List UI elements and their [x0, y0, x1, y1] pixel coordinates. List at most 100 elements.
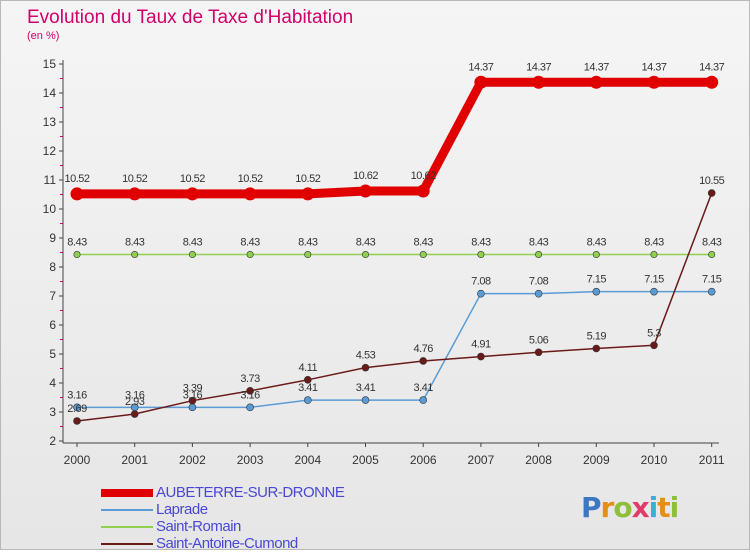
- chart-title: Evolution du Taux de Taxe d'Habitation: [27, 7, 354, 28]
- y-tick-label: 15: [43, 57, 57, 71]
- data-label-saint-antoine-cumond: 10.55: [699, 175, 724, 187]
- legend-label-saint-romain: Saint-Romain: [156, 518, 241, 535]
- data-label-aubeterre: 10.62: [353, 170, 378, 182]
- data-point-saint-romain: [477, 251, 485, 259]
- logo-letter: o: [613, 491, 632, 524]
- y-tick-label: 13: [43, 115, 57, 129]
- legend-swatch-aubeterre: [101, 489, 153, 497]
- data-point-saint-antoine-cumond: [303, 376, 312, 384]
- x-tick-label: 2005: [352, 453, 379, 467]
- data-point-saint-antoine-cumond: [188, 396, 197, 405]
- data-label-saint-romain: 8.43: [240, 237, 260, 249]
- data-label-laprade: 7.15: [587, 274, 607, 286]
- data-point-laprade: [246, 403, 254, 412]
- data-label-laprade: 7.08: [471, 276, 491, 288]
- data-label-saint-romain: 8.43: [529, 237, 549, 249]
- data-label-saint-antoine-cumond: 2.69: [67, 403, 87, 415]
- data-point-saint-romain: [246, 251, 254, 259]
- data-point-saint-romain: [419, 251, 427, 259]
- y-tick-label: 7: [49, 289, 56, 303]
- x-tick-label: 2011: [699, 453, 725, 467]
- data-point-laprade: [707, 287, 716, 296]
- data-point-aubeterre: [243, 187, 257, 201]
- legend-label-aubeterre: AUBETERRE-SUR-DRONNE: [156, 484, 345, 501]
- data-point-saint-romain: [188, 251, 196, 259]
- data-point-aubeterre: [647, 75, 661, 89]
- y-tick-label: 9: [49, 231, 56, 245]
- logo-letter: x: [631, 491, 650, 524]
- x-tick-label: 2006: [410, 453, 437, 467]
- data-point-saint-romain: [304, 251, 312, 259]
- legend-label-laprade: Laprade: [156, 501, 208, 518]
- logo-letter: P: [581, 491, 602, 524]
- data-label-aubeterre: 14.37: [526, 61, 551, 73]
- y-tick-label: 14: [43, 86, 57, 100]
- data-point-aubeterre: [532, 75, 546, 89]
- x-tick-label: 2008: [525, 453, 552, 467]
- data-point-saint-romain: [131, 251, 139, 259]
- data-point-saint-romain: [73, 251, 81, 259]
- data-point-saint-antoine-cumond: [477, 352, 485, 361]
- data-label-aubeterre: 10.52: [122, 173, 147, 185]
- logo-letter: t: [657, 491, 670, 524]
- data-point-aubeterre: [359, 184, 372, 198]
- proxiti-logo: Proxiti: [581, 491, 680, 524]
- data-point-saint-romain: [535, 251, 543, 259]
- data-label-saint-romain: 8.43: [356, 237, 376, 249]
- chart-subtitle: (en %): [27, 30, 60, 42]
- data-label-saint-romain: 8.43: [183, 237, 203, 249]
- data-label-saint-romain: 8.43: [471, 237, 491, 249]
- x-tick-label: 2001: [121, 453, 148, 467]
- series-line-laprade: [76, 290, 713, 409]
- data-label-saint-romain: 8.43: [125, 237, 145, 249]
- legend-swatch-laprade: [101, 509, 153, 511]
- data-label-saint-antoine-cumond: 4.91: [471, 339, 491, 351]
- data-label-saint-antoine-cumond: 5.06: [529, 334, 549, 346]
- data-point-saint-antoine-cumond: [361, 363, 370, 372]
- y-tick-label: 5: [49, 347, 56, 361]
- data-label-laprade: 3.16: [67, 389, 87, 401]
- data-label-aubeterre: 10.52: [295, 173, 320, 185]
- logo-letter: i: [669, 491, 680, 524]
- y-tick-label: 11: [44, 173, 57, 187]
- data-point-aubeterre: [416, 184, 430, 198]
- x-tick-label: 2002: [179, 453, 206, 467]
- data-label-aubeterre: 10.52: [180, 173, 205, 185]
- legend-label-saint-antoine-cumond: Saint-Antoine-Cumond: [156, 535, 298, 552]
- data-label-saint-romain: 8.43: [67, 237, 87, 249]
- data-label-laprade: 3.41: [298, 382, 318, 394]
- data-label-saint-romain: 8.43: [702, 237, 722, 249]
- data-label-laprade: 3.41: [413, 382, 433, 394]
- data-point-aubeterre: [70, 187, 84, 201]
- data-point-aubeterre: [589, 75, 603, 89]
- data-point-saint-romain: [708, 251, 716, 259]
- data-point-laprade: [73, 403, 81, 412]
- y-tick-label: 2: [49, 434, 56, 448]
- data-label-saint-antoine-cumond: 5.3: [647, 327, 661, 339]
- data-point-saint-antoine-cumond: [130, 410, 139, 418]
- data-label-aubeterre: 14.37: [468, 61, 493, 73]
- y-tick-label: 12: [43, 144, 57, 158]
- data-point-laprade: [650, 287, 658, 296]
- data-point-saint-antoine-cumond: [246, 387, 254, 395]
- data-point-saint-romain: [592, 251, 600, 259]
- data-point-laprade: [361, 396, 370, 404]
- data-point-saint-antoine-cumond: [73, 417, 81, 425]
- data-point-laprade: [534, 289, 543, 298]
- data-label-laprade: 3.16: [125, 389, 145, 401]
- data-point-laprade: [419, 396, 428, 404]
- data-label-aubeterre: 14.37: [584, 61, 609, 73]
- data-label-saint-romain: 8.43: [413, 237, 433, 249]
- data-point-saint-antoine-cumond: [650, 341, 658, 350]
- data-point-laprade: [592, 287, 601, 296]
- y-tick-label: 10: [43, 202, 57, 216]
- data-label-aubeterre: 10.62: [411, 170, 436, 182]
- data-label-laprade: 7.15: [702, 274, 722, 286]
- data-point-aubeterre: [474, 75, 488, 89]
- data-point-laprade: [303, 396, 312, 404]
- data-label-aubeterre: 14.37: [699, 61, 724, 73]
- data-label-aubeterre: 14.37: [641, 61, 666, 73]
- data-point-saint-romain: [361, 251, 369, 259]
